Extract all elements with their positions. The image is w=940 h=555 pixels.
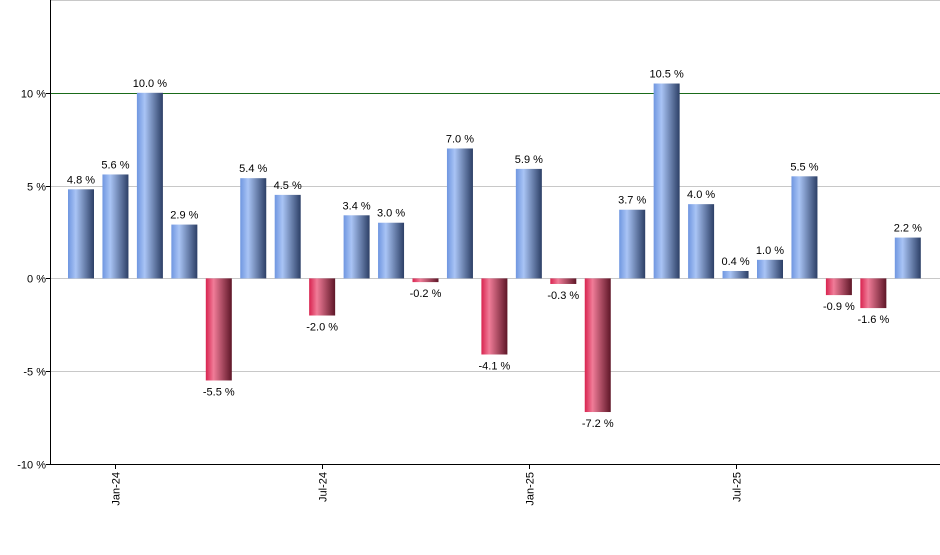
data-label: 5.4 %: [239, 163, 267, 175]
data-label: 1.0 %: [756, 245, 784, 257]
data-label: 3.4 %: [343, 200, 371, 212]
bar-jul-24: [309, 278, 336, 316]
data-label: 4.5 %: [274, 180, 302, 192]
data-label: 10.5 %: [650, 69, 684, 81]
bar-dec-24: [481, 278, 508, 355]
bar-apr-25: [619, 209, 646, 279]
bar-jun-25: [688, 204, 715, 279]
bar-apr-24: [205, 278, 232, 381]
bar-sep-24: [378, 222, 405, 279]
bar-nov-24: [446, 148, 473, 279]
data-label: 2.9 %: [170, 210, 198, 222]
data-label: 5.6 %: [101, 159, 129, 171]
data-label: 4.8 %: [67, 174, 95, 186]
y-tick-label: 0 %: [27, 274, 46, 286]
data-label: 5.5 %: [790, 161, 818, 173]
y-tick-label: -10 %: [17, 460, 46, 472]
bar-oct-25: [825, 278, 852, 296]
x-tick-label: Jul-24: [318, 472, 330, 502]
y-tick-label: 10 %: [21, 89, 46, 101]
bar-aug-24: [343, 215, 370, 279]
data-label: 7.0 %: [446, 133, 474, 145]
bar-oct-24: [412, 278, 439, 283]
data-label: -1.6 %: [857, 314, 889, 326]
bar-feb-25: [550, 278, 577, 284]
bar-may-25: [653, 83, 680, 279]
bar-dec-23: [68, 189, 94, 279]
data-label: 3.7 %: [618, 195, 646, 207]
data-label: 5.9 %: [515, 154, 543, 166]
data-label: -0.9 %: [823, 301, 855, 313]
bar-mar-25: [584, 278, 611, 413]
data-label: 3.0 %: [377, 208, 405, 220]
bar-aug-25: [757, 259, 783, 279]
bar-sep-25: [791, 176, 818, 279]
data-label: -0.2 %: [410, 288, 442, 300]
x-tick-label: Jul-25: [732, 472, 744, 502]
bar-may-24: [240, 178, 267, 279]
data-label: -4.1 %: [479, 360, 511, 372]
data-label: 0.4 %: [721, 256, 749, 268]
bar-feb-24: [136, 92, 163, 279]
y-tick-label: 5 %: [27, 182, 46, 194]
bar-jul-25: [722, 270, 749, 279]
x-tick-label: Jan-24: [111, 472, 123, 506]
bar-jan-25: [515, 168, 542, 279]
data-label: -2.0 %: [306, 322, 338, 334]
bar-jun-24: [274, 194, 301, 279]
data-label: 2.2 %: [894, 223, 922, 235]
data-label: 10.0 %: [133, 78, 167, 90]
bar-nov-25: [860, 278, 887, 309]
data-label: -7.2 %: [582, 418, 614, 430]
y-tick-label: -5 %: [23, 367, 46, 379]
data-label: 4.0 %: [687, 189, 715, 201]
data-label: -5.5 %: [203, 386, 235, 398]
bar-mar-24: [171, 224, 198, 279]
bar-jan-24: [102, 174, 129, 279]
data-label: -0.3 %: [547, 290, 579, 302]
x-tick-label: Jan-25: [525, 472, 537, 506]
bar-dec-25: [894, 237, 921, 279]
